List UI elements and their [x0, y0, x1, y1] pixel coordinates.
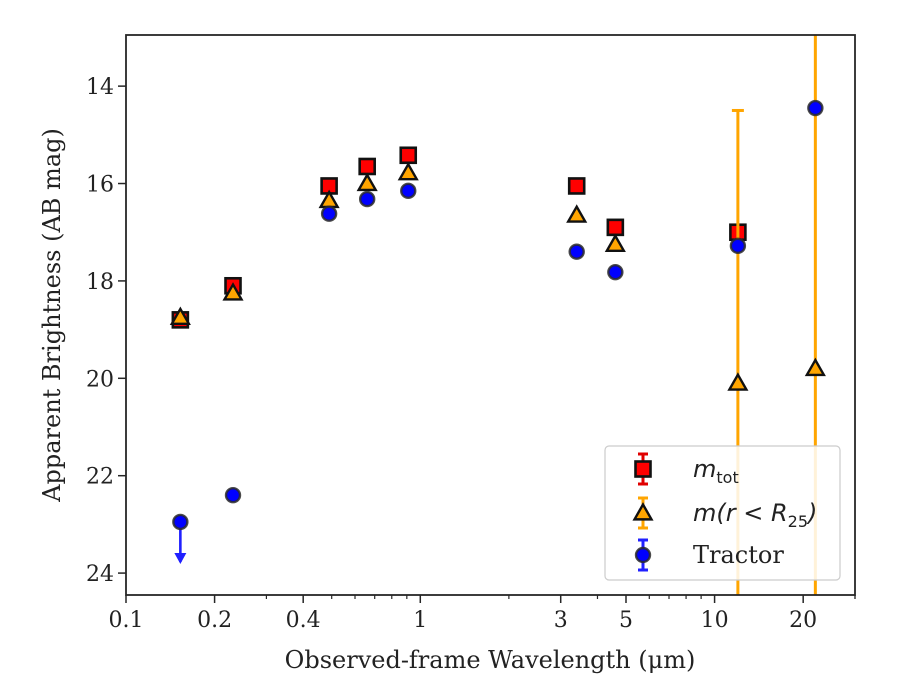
data-point — [399, 146, 418, 165]
legend-label: m(r < R25) — [693, 499, 817, 531]
legend-box — [604, 445, 841, 581]
x-axis: 0.1 0.2 0.4 1 3 5 10 20 — [109, 595, 856, 633]
data-point — [729, 237, 747, 255]
legend: mtot m(r < R25) Tractor — [604, 445, 841, 581]
data-point — [358, 190, 376, 208]
data-point — [222, 282, 244, 301]
legend-label: mtot — [693, 455, 739, 487]
data-point — [397, 161, 419, 181]
x-axis-title: Observed-frame Wavelength (μm) — [285, 646, 696, 674]
data-point — [807, 99, 824, 117]
x-tick-label: 5 — [619, 608, 633, 633]
y-axis-title: Apparent Brightness (AB mag) — [38, 128, 66, 503]
y-tick-label: 24 — [86, 562, 114, 587]
data-point — [607, 263, 624, 281]
x-tick-label: 10 — [701, 608, 729, 633]
x-tick-label: 0.4 — [286, 608, 321, 633]
plot-frame — [125, 34, 856, 596]
data-point — [604, 233, 626, 252]
data-point — [358, 157, 376, 176]
series-3 — [172, 99, 824, 564]
legend-marker — [634, 546, 652, 564]
x-tick-label: 1 — [413, 608, 427, 633]
legend-marker — [632, 502, 654, 521]
legend-marker — [634, 460, 652, 478]
upper-limit-arrowhead — [174, 552, 187, 564]
data-point — [320, 205, 338, 222]
y-tick-label: 22 — [86, 465, 114, 490]
data-point — [727, 372, 749, 391]
data-point — [804, 357, 826, 377]
x-tick-label: 3 — [554, 608, 568, 633]
data-point — [169, 306, 191, 326]
y-axis: 14 16 18 20 22 24 — [86, 75, 126, 587]
y-tick-label: 16 — [86, 173, 114, 198]
data-point — [224, 486, 242, 504]
data-point — [356, 172, 378, 192]
data-point — [567, 177, 586, 195]
y-tick-label: 14 — [86, 75, 114, 100]
x-tick-label: 20 — [789, 608, 817, 633]
data-point — [568, 243, 585, 260]
y-tick-label: 20 — [86, 367, 114, 392]
data-point — [172, 513, 189, 531]
legend-label: Tractor — [693, 541, 784, 569]
x-tick-label: 0.1 — [109, 608, 144, 633]
x-tick-label: 0.2 — [197, 608, 232, 633]
data-point — [400, 182, 417, 200]
data-point — [606, 218, 625, 237]
data-point — [566, 204, 588, 223]
y-tick-label: 18 — [86, 270, 114, 295]
